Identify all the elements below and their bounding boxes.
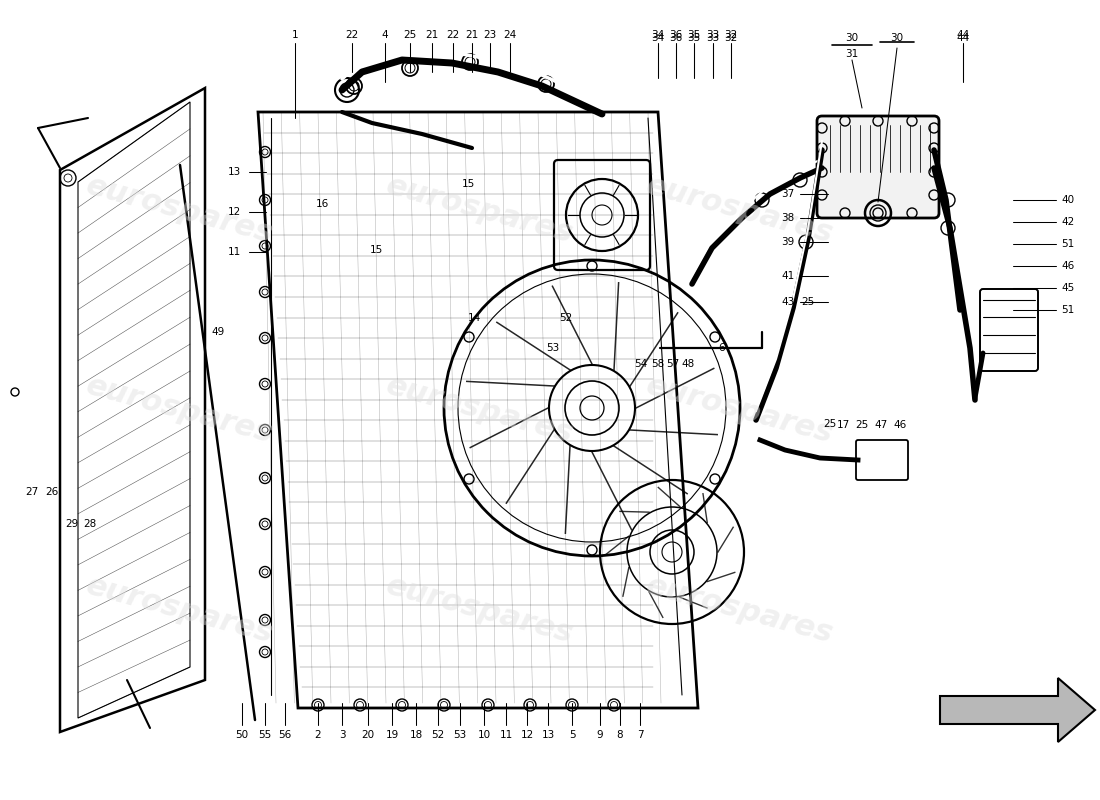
Text: 35: 35	[688, 33, 701, 43]
Text: 29: 29	[65, 519, 78, 529]
Text: 46: 46	[1062, 261, 1075, 271]
Text: 37: 37	[781, 189, 794, 199]
Text: 30: 30	[890, 33, 903, 43]
Text: 33: 33	[706, 30, 719, 40]
Text: 32: 32	[725, 33, 738, 43]
Text: 18: 18	[409, 730, 422, 740]
Text: 25: 25	[824, 419, 837, 429]
Text: 44: 44	[956, 33, 969, 43]
Text: 14: 14	[468, 313, 481, 323]
Text: 10: 10	[477, 730, 491, 740]
Text: 58: 58	[651, 359, 664, 369]
Text: 38: 38	[781, 213, 794, 223]
Text: 24: 24	[504, 30, 517, 40]
Text: eurospares: eurospares	[644, 571, 837, 649]
Text: 4: 4	[382, 30, 388, 40]
Text: 40: 40	[1062, 195, 1075, 205]
Text: 8: 8	[617, 730, 624, 740]
Text: 34: 34	[651, 33, 664, 43]
Text: 43: 43	[781, 297, 794, 307]
Text: 35: 35	[688, 30, 701, 40]
Text: 5: 5	[569, 730, 575, 740]
Text: 30: 30	[846, 33, 859, 43]
Text: 21: 21	[465, 30, 478, 40]
Text: 54: 54	[635, 359, 648, 369]
Text: 22: 22	[447, 30, 460, 40]
Text: 13: 13	[228, 167, 241, 177]
Text: eurospares: eurospares	[383, 371, 576, 449]
Text: 17: 17	[836, 420, 849, 430]
Text: 33: 33	[706, 33, 719, 43]
Text: 34: 34	[651, 30, 664, 40]
Text: 47: 47	[874, 420, 888, 430]
Text: 13: 13	[541, 730, 554, 740]
Text: 26: 26	[45, 487, 58, 497]
Text: 7: 7	[637, 730, 644, 740]
FancyBboxPatch shape	[817, 116, 939, 218]
Text: 11: 11	[228, 247, 241, 257]
Polygon shape	[940, 678, 1094, 742]
Text: 25: 25	[856, 420, 869, 430]
Text: 57: 57	[667, 359, 680, 369]
Text: eurospares: eurospares	[84, 171, 277, 249]
Text: 1: 1	[292, 30, 298, 40]
Text: 46: 46	[893, 420, 906, 430]
Text: 42: 42	[1062, 217, 1075, 227]
Text: 20: 20	[362, 730, 375, 740]
Text: 41: 41	[781, 271, 794, 281]
Text: 32: 32	[725, 30, 738, 40]
Text: 39: 39	[781, 237, 794, 247]
Text: 51: 51	[1062, 305, 1075, 315]
Text: eurospares: eurospares	[383, 171, 576, 249]
Text: 53: 53	[453, 730, 466, 740]
Text: 52: 52	[431, 730, 444, 740]
Text: 2: 2	[315, 730, 321, 740]
Text: 56: 56	[278, 730, 292, 740]
Text: 3: 3	[339, 730, 345, 740]
Text: 55: 55	[258, 730, 272, 740]
Text: 15: 15	[461, 179, 474, 189]
Text: 25: 25	[802, 297, 815, 307]
Text: eurospares: eurospares	[84, 371, 277, 449]
Text: 12: 12	[228, 207, 241, 217]
Text: 6: 6	[718, 343, 725, 353]
Text: 44: 44	[956, 30, 969, 40]
Text: 53: 53	[547, 343, 560, 353]
Text: 12: 12	[520, 730, 534, 740]
Text: 45: 45	[1062, 283, 1075, 293]
Text: eurospares: eurospares	[644, 171, 837, 249]
Text: 27: 27	[25, 487, 39, 497]
Text: 31: 31	[846, 49, 859, 59]
Text: 48: 48	[681, 359, 694, 369]
Text: 52: 52	[560, 313, 573, 323]
Text: 16: 16	[316, 199, 329, 209]
Text: eurospares: eurospares	[84, 571, 277, 649]
Text: 21: 21	[426, 30, 439, 40]
Text: 23: 23	[483, 30, 496, 40]
Text: 15: 15	[370, 245, 383, 255]
Text: 9: 9	[596, 730, 603, 740]
Text: 51: 51	[1062, 239, 1075, 249]
Text: 11: 11	[499, 730, 513, 740]
Text: 28: 28	[84, 519, 97, 529]
Text: 49: 49	[211, 327, 224, 337]
Text: 19: 19	[385, 730, 398, 740]
Text: 36: 36	[670, 30, 683, 40]
Text: 50: 50	[235, 730, 249, 740]
Text: eurospares: eurospares	[383, 571, 576, 649]
Text: 36: 36	[670, 33, 683, 43]
Text: 22: 22	[345, 30, 359, 40]
Text: eurospares: eurospares	[644, 371, 837, 449]
Text: 25: 25	[404, 30, 417, 40]
